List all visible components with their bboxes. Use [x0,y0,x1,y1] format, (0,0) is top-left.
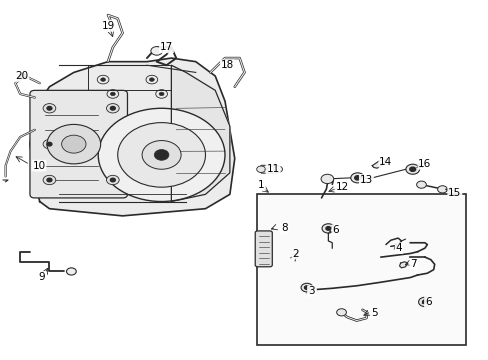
Circle shape [301,283,312,292]
Text: 11: 11 [266,164,279,174]
Text: 18: 18 [221,60,234,70]
Text: 19: 19 [101,21,114,31]
Circle shape [118,123,205,187]
Circle shape [273,166,282,172]
Circle shape [151,46,162,55]
Circle shape [47,107,52,110]
Text: 2: 2 [292,248,298,258]
Polygon shape [371,159,385,168]
Circle shape [304,286,309,289]
Circle shape [106,104,119,113]
Circle shape [61,135,86,153]
FancyBboxPatch shape [30,90,127,198]
Text: 16: 16 [417,159,430,169]
Circle shape [405,164,419,174]
Circle shape [101,78,105,81]
Circle shape [43,175,56,185]
Circle shape [422,300,427,304]
Text: 20: 20 [15,71,28,81]
Text: 9: 9 [39,272,45,282]
Circle shape [110,107,115,110]
Text: 10: 10 [32,161,45,171]
Polygon shape [30,58,234,216]
Circle shape [350,173,364,183]
Text: 13: 13 [359,175,372,185]
Circle shape [19,73,26,78]
Circle shape [110,178,115,182]
Circle shape [106,175,119,185]
Circle shape [321,174,333,184]
Text: 1: 1 [258,180,264,190]
FancyBboxPatch shape [255,231,272,267]
Circle shape [322,224,334,233]
Circle shape [43,139,56,149]
Circle shape [418,297,430,307]
Circle shape [154,149,168,160]
Text: 6: 6 [331,225,338,235]
Text: 4: 4 [395,243,402,253]
Polygon shape [399,262,407,268]
Circle shape [159,92,163,96]
FancyBboxPatch shape [260,165,278,173]
Circle shape [325,226,330,230]
Polygon shape [171,65,229,202]
Text: 8: 8 [281,224,287,233]
Circle shape [47,142,52,146]
Text: 15: 15 [447,188,461,198]
Circle shape [437,186,447,193]
Circle shape [416,181,426,188]
Circle shape [354,176,360,180]
Bar [256,194,466,345]
Circle shape [47,125,101,164]
Text: 6: 6 [424,297,430,307]
Circle shape [336,309,346,316]
Circle shape [43,104,56,113]
Circle shape [66,268,76,275]
Text: 17: 17 [160,42,173,52]
Circle shape [149,78,154,81]
Circle shape [110,92,115,96]
Text: 12: 12 [335,182,348,192]
Text: 14: 14 [379,157,392,167]
Text: 7: 7 [409,259,416,269]
Text: 3: 3 [307,286,314,296]
Circle shape [142,140,181,169]
Text: 5: 5 [370,308,377,318]
Circle shape [47,178,52,182]
Circle shape [98,108,224,202]
Circle shape [256,166,265,172]
Circle shape [409,167,415,171]
